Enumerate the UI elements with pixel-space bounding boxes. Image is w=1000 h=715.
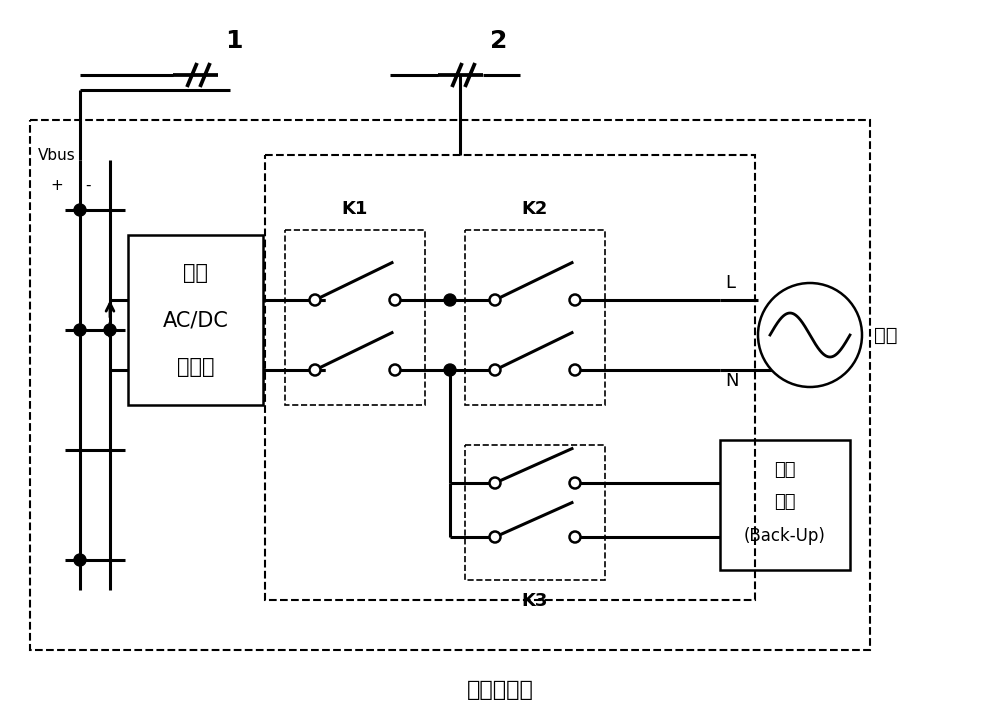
Text: +: + [50,178,63,193]
Circle shape [104,324,116,336]
Bar [465,445,605,580]
Text: 后备: 后备 [774,461,796,479]
Text: 变换器: 变换器 [177,357,214,377]
Circle shape [490,365,501,375]
Text: 2: 2 [490,29,507,53]
Text: K2: K2 [522,200,548,218]
Text: 电网: 电网 [874,325,898,345]
Circle shape [570,295,580,305]
Circle shape [390,365,400,375]
Circle shape [758,283,862,387]
Text: K3: K3 [522,592,548,610]
Text: K1: K1 [342,200,368,218]
Text: L: L [725,274,735,292]
Circle shape [74,204,86,216]
Text: 储能逆变器: 储能逆变器 [467,680,533,700]
Circle shape [310,295,320,305]
Bar [465,230,605,405]
Circle shape [570,531,580,543]
Bar [128,235,263,405]
Circle shape [390,295,400,305]
Text: N: N [725,372,738,390]
Text: AC/DC: AC/DC [163,310,228,330]
Circle shape [74,324,86,336]
Bar [265,155,755,600]
Circle shape [570,365,580,375]
Circle shape [490,478,501,488]
Text: -: - [85,178,90,193]
Bar [285,230,425,405]
Text: (Back-Up): (Back-Up) [744,527,826,545]
Circle shape [310,365,320,375]
Text: 负载: 负载 [774,493,796,511]
Text: 1: 1 [225,29,242,53]
Circle shape [444,294,456,306]
Text: Vbus: Vbus [38,148,76,163]
Bar [30,120,870,650]
Circle shape [444,364,456,376]
Text: 双向: 双向 [183,263,208,283]
Circle shape [490,295,501,305]
Circle shape [570,478,580,488]
Bar [720,440,850,570]
Circle shape [490,531,501,543]
Circle shape [74,554,86,566]
